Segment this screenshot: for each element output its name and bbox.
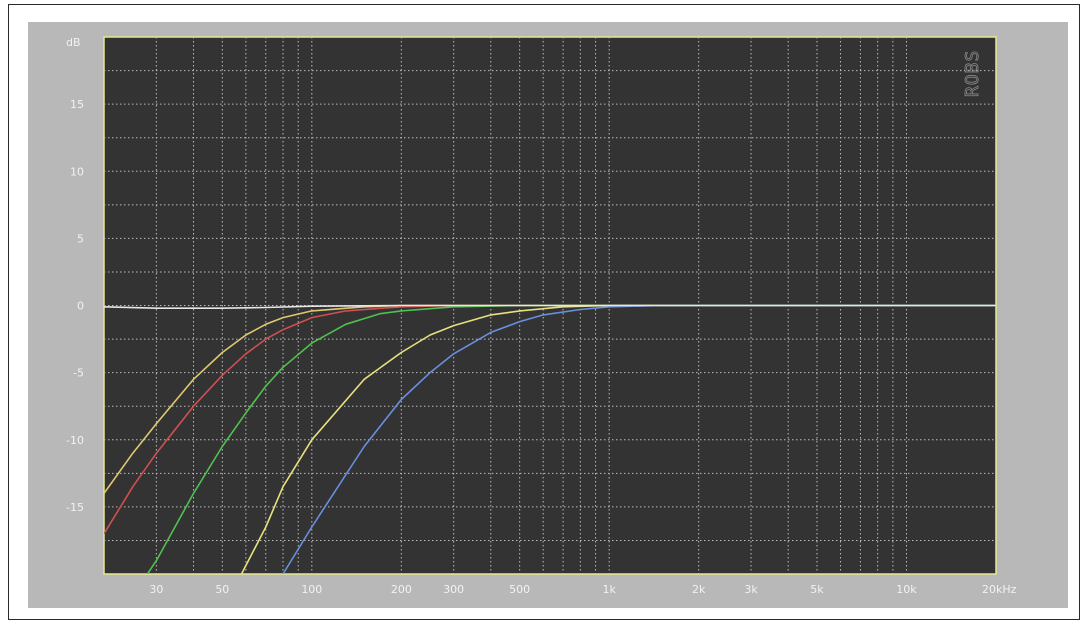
watermark-logo: ROBS — [962, 50, 983, 97]
x-tick-label-4: 300 — [443, 583, 464, 596]
series-line-1 — [104, 304, 996, 535]
x-tick-label-5: 500 — [509, 583, 530, 596]
x-tick-label-1: 50 — [215, 583, 229, 596]
x-tick-label-7: 2k — [692, 583, 706, 596]
series-layer — [104, 304, 996, 574]
x-tick-label-11: 20kHz — [982, 583, 1017, 596]
x-tick-label-9: 5k — [810, 583, 824, 596]
series-line-3 — [240, 304, 996, 574]
y-tick-label-1: 10 — [70, 165, 84, 178]
chart-panel: 15 10 5 0 -5 -10 -15 30 50 100 200 300 500 1k 2k 3k 5k 10… — [28, 22, 1068, 608]
x-tick-label-10: 10k — [896, 583, 917, 596]
y-tick-label-0: 15 — [70, 98, 84, 111]
series-line-4 — [282, 304, 996, 574]
series-line-2 — [146, 304, 996, 574]
y-tick-label-3: 0 — [77, 300, 84, 313]
y-tick-label-6: -15 — [66, 501, 84, 514]
series-line-0 — [104, 304, 996, 494]
y-tick-label-4: -5 — [73, 367, 84, 380]
y-tick-label-5: -10 — [66, 434, 84, 447]
x-tick-label-0: 30 — [149, 583, 163, 596]
series-line-5 — [104, 304, 996, 309]
y-tick-label-2: 5 — [77, 232, 84, 245]
x-tick-label-8: 3k — [744, 583, 758, 596]
x-tick-label-2: 100 — [301, 583, 322, 596]
x-tick-label-6: 1k — [602, 583, 616, 596]
y-axis-label: dB — [66, 36, 81, 49]
x-tick-label-3: 200 — [391, 583, 412, 596]
